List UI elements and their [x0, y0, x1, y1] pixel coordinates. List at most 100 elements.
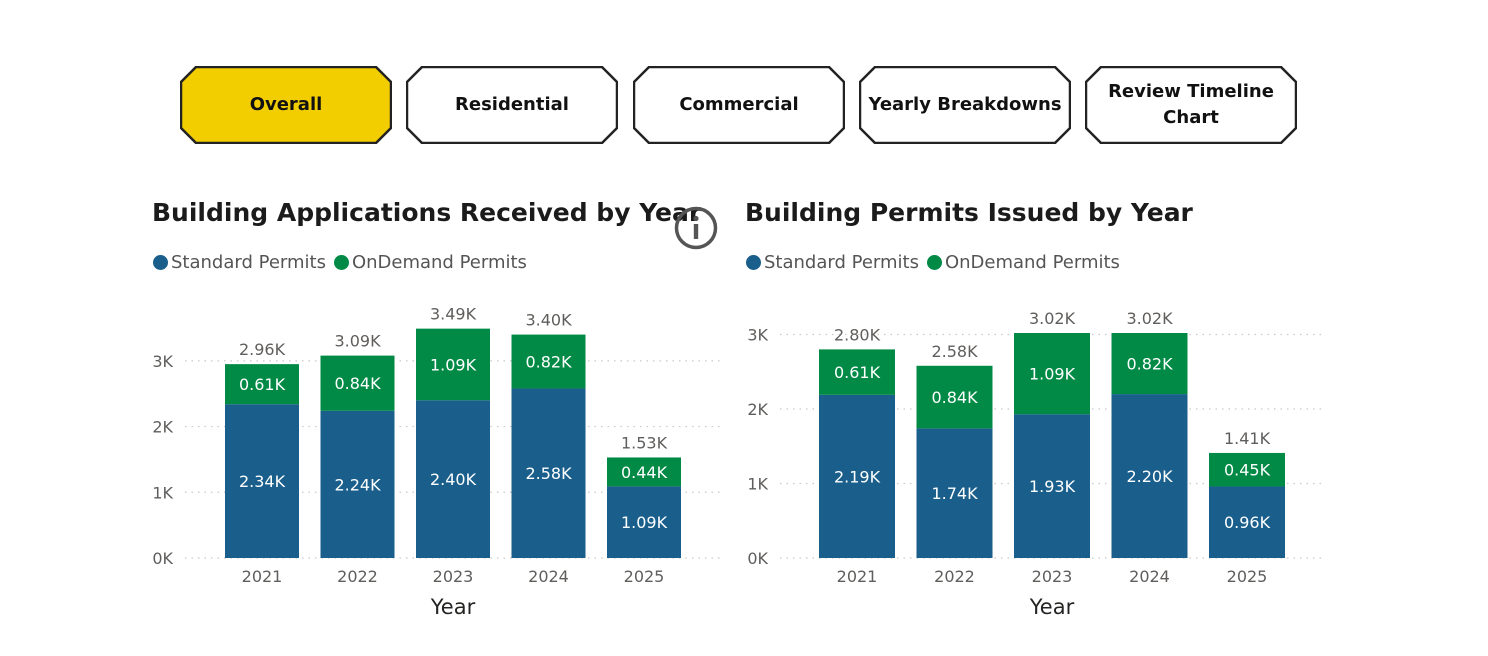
- chart-title-applications: Building Applications Received by Year: [152, 198, 702, 227]
- data-label-ondemand: 1.09K: [1029, 365, 1076, 384]
- data-label-ondemand: 0.44K: [621, 463, 668, 482]
- data-label-standard: 2.58K: [525, 464, 572, 483]
- legend-marker-standard: [153, 255, 168, 270]
- y-tick-label: 0K: [152, 549, 173, 568]
- bar-standard: [320, 410, 395, 558]
- total-label: 3.40K: [525, 311, 572, 330]
- y-tick-label: 1K: [152, 483, 173, 502]
- data-label-standard: 1.09K: [621, 513, 668, 532]
- x-tick-label: 2025: [1227, 567, 1268, 586]
- y-tick-label: 2K: [747, 400, 768, 419]
- tab-label: Commercial: [679, 94, 799, 115]
- x-axis-title: Year: [1029, 595, 1075, 619]
- x-tick-label: 2024: [1129, 567, 1170, 586]
- tab-overall[interactable]: Overall: [180, 66, 392, 144]
- total-label: 3.49K: [430, 305, 477, 324]
- y-tick-label: 3K: [747, 325, 768, 344]
- bar-ondemand: [916, 365, 993, 429]
- bar-standard: [511, 388, 586, 558]
- total-label: 1.53K: [621, 433, 668, 452]
- tab-shape: [406, 66, 618, 144]
- chart-title-permits: Building Permits Issued by Year: [745, 198, 1193, 227]
- data-label-ondemand: 0.82K: [1126, 355, 1173, 374]
- total-label: 3.02K: [1126, 309, 1173, 328]
- data-label-standard: 2.40K: [430, 470, 477, 489]
- data-label-ondemand: 0.45K: [1224, 461, 1271, 480]
- legend-marker-standard: [746, 255, 761, 270]
- data-label-ondemand: 0.61K: [239, 375, 286, 394]
- total-label: 1.41K: [1224, 429, 1271, 448]
- total-label: 2.80K: [834, 325, 881, 344]
- tab-shape: [859, 66, 1071, 144]
- data-label-standard: 1.93K: [1029, 477, 1076, 496]
- bar-ondemand: [1111, 333, 1188, 395]
- x-tick-label: 2024: [528, 567, 569, 586]
- bar-ondemand: [1014, 333, 1090, 415]
- data-label-standard: 2.19K: [834, 467, 881, 486]
- data-label-ondemand: 1.09K: [430, 355, 477, 374]
- total-label: 2.58K: [931, 342, 978, 361]
- bar-ondemand: [320, 355, 395, 411]
- x-axis-title: Year: [430, 595, 476, 619]
- bar-standard: [1209, 486, 1285, 558]
- legend-item-standard[interactable]: Standard Permits: [746, 252, 919, 273]
- bar-standard: [607, 486, 681, 558]
- total-label: 2.96K: [239, 340, 286, 359]
- bar-standard: [1014, 414, 1090, 558]
- y-tick-label: 0K: [747, 549, 768, 568]
- y-tick-label: 3K: [152, 352, 173, 371]
- tab-label: Residential: [455, 94, 569, 115]
- x-tick-label: 2022: [934, 567, 975, 586]
- data-label-ondemand: 0.82K: [525, 353, 572, 372]
- tab-label: Overall: [249, 94, 323, 115]
- legend-label-ondemand: OnDemand Permits: [351, 252, 527, 273]
- legend-marker-ondemand: [333, 255, 349, 270]
- tab-label: Yearly Breakdowns: [868, 94, 1062, 115]
- info-icon[interactable]: [674, 206, 718, 250]
- bar-ondemand: [225, 364, 299, 405]
- total-label: 3.09K: [334, 332, 381, 351]
- data-label-standard: 2.20K: [1126, 467, 1173, 486]
- bar-standard: [225, 404, 299, 558]
- data-label-standard: 2.34K: [239, 472, 286, 491]
- tab-yearly-breakdowns[interactable]: Yearly Breakdowns: [859, 66, 1071, 144]
- bar-ondemand: [511, 334, 586, 389]
- tab-shape: [180, 66, 392, 144]
- x-tick-label: 2023: [1032, 567, 1073, 586]
- legend-marker-ondemand: [926, 255, 942, 270]
- data-label-standard: 2.24K: [334, 475, 381, 494]
- bar-ondemand: [416, 328, 490, 401]
- legend-item-standard[interactable]: Standard Permits: [153, 252, 326, 273]
- y-tick-label: 2K: [152, 418, 173, 437]
- bar-standard: [416, 400, 490, 558]
- legend-applications: Standard Permits OnDemand Permits: [153, 252, 535, 273]
- legend-label-standard: Standard Permits: [764, 252, 919, 273]
- bar-standard: [916, 428, 993, 558]
- tab-review-timeline-chart[interactable]: Review Timeline Chart: [1085, 66, 1297, 144]
- y-tick-label: 1K: [747, 474, 768, 493]
- tab-shape: [633, 66, 845, 144]
- data-label-ondemand: 0.84K: [931, 388, 978, 407]
- bar-standard: [1111, 394, 1188, 558]
- x-tick-label: 2023: [433, 567, 474, 586]
- chart-permits: 0K 1K 2K 3K 2.19K 0.61K 2.80K 2021 1.74K 0.84K 2.5…: [747, 309, 1325, 619]
- chart-applications: 0K 1K 2K 3K 2.34K 0.61K 2.96K 2021 2.24K 0.84K 3.0…: [152, 305, 720, 619]
- legend-item-ondemand[interactable]: OnDemand Permits: [926, 252, 1120, 273]
- tab-residential[interactable]: Residential: [406, 66, 618, 144]
- x-tick-label: 2021: [837, 567, 878, 586]
- x-tick-label: 2025: [624, 567, 665, 586]
- data-label-standard: 1.74K: [931, 484, 978, 503]
- legend-permits: Standard Permits OnDemand Permits: [746, 252, 1128, 273]
- tab-commercial[interactable]: Commercial: [633, 66, 845, 144]
- x-tick-label: 2021: [242, 567, 283, 586]
- data-label-ondemand: 0.61K: [834, 363, 881, 382]
- legend-item-ondemand[interactable]: OnDemand Permits: [333, 252, 527, 273]
- x-tick-label: 2022: [337, 567, 378, 586]
- bar-ondemand: [607, 457, 681, 487]
- tab-shape: [1085, 66, 1297, 144]
- legend-label-ondemand: OnDemand Permits: [944, 252, 1120, 273]
- legend-label-standard: Standard Permits: [171, 252, 326, 273]
- tab-label: Review Timeline Chart: [1108, 81, 1274, 128]
- bar-ondemand: [1209, 452, 1285, 487]
- bar-ondemand: [819, 349, 895, 395]
